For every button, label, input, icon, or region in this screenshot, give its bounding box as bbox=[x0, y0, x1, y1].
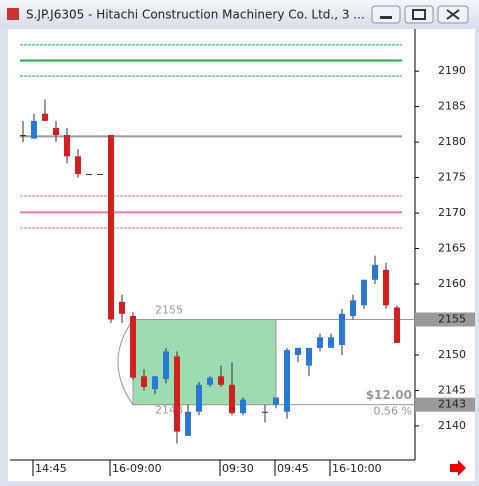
candle-body bbox=[119, 301, 125, 314]
candle-body bbox=[218, 376, 224, 385]
candle-body bbox=[196, 384, 202, 412]
candle-body bbox=[383, 269, 389, 306]
window-title: S.JP.J6305 - Hitachi Construction Machin… bbox=[26, 8, 365, 22]
candle-body bbox=[339, 313, 345, 346]
box-annotation: $12.00 bbox=[366, 388, 412, 402]
candle-body bbox=[394, 307, 400, 343]
y-tick-label: 2145 bbox=[438, 383, 466, 396]
y-tick-label: 2165 bbox=[438, 242, 466, 255]
candle-body bbox=[361, 279, 367, 306]
candle-body bbox=[86, 174, 92, 176]
candle-body bbox=[295, 347, 301, 355]
candle-body bbox=[97, 174, 103, 176]
candle-body bbox=[372, 264, 378, 280]
y-tick-label: 2185 bbox=[438, 100, 466, 113]
maximize-icon bbox=[412, 9, 426, 20]
minimize-button[interactable] bbox=[371, 5, 401, 24]
candle-body bbox=[273, 397, 279, 405]
candle-body bbox=[328, 337, 334, 348]
box bbox=[132, 319, 277, 406]
candle-body bbox=[240, 399, 246, 414]
candle-body bbox=[174, 356, 180, 432]
scroll-arrow[interactable] bbox=[450, 460, 466, 476]
x-tick-label: 09:30 bbox=[222, 462, 254, 475]
x-tick-label: 14:45 bbox=[35, 462, 67, 475]
candle-body bbox=[207, 377, 213, 385]
x-tick-label: 09:45 bbox=[277, 462, 309, 475]
candle-body bbox=[229, 384, 235, 414]
candle-body bbox=[42, 113, 48, 121]
y-tick-label: 2150 bbox=[438, 348, 466, 361]
box-arc bbox=[117, 319, 134, 405]
price-marker bbox=[415, 397, 475, 412]
minimize-icon bbox=[380, 16, 392, 19]
candle-body bbox=[163, 351, 169, 380]
candle-body bbox=[108, 135, 114, 320]
candle-body bbox=[53, 127, 59, 136]
candle-body bbox=[20, 135, 26, 137]
box-top-label: 2155 bbox=[155, 304, 183, 317]
candle-body bbox=[152, 376, 158, 390]
candle-body bbox=[350, 300, 356, 316]
price-marker-label: 2143 bbox=[438, 398, 466, 411]
app-icon bbox=[7, 8, 19, 20]
candle-body bbox=[64, 135, 70, 157]
candle-body bbox=[130, 315, 136, 378]
candle-body bbox=[141, 376, 147, 387]
window-buttons[interactable] bbox=[371, 5, 469, 24]
y-tick-label: 2175 bbox=[438, 171, 466, 184]
x-tick-label: 16-10:00 bbox=[332, 462, 382, 475]
y-tick-label: 2190 bbox=[438, 64, 466, 77]
x-tick-label: 16-09:00 bbox=[112, 462, 162, 475]
box-annotation: 0.56 % bbox=[374, 405, 412, 418]
candle-body bbox=[284, 350, 290, 412]
y-tick-label: 2140 bbox=[438, 419, 466, 432]
maximize-button[interactable] bbox=[404, 5, 434, 24]
candle-body bbox=[262, 411, 268, 413]
candle-body bbox=[306, 347, 312, 366]
close-icon bbox=[446, 9, 460, 20]
candle-body bbox=[75, 156, 81, 175]
candle-body bbox=[317, 337, 323, 348]
y-tick-label: 2170 bbox=[438, 206, 466, 219]
y-tick-label: 2180 bbox=[438, 135, 466, 148]
candle-body bbox=[185, 411, 191, 436]
price-marker-label: 2155 bbox=[438, 313, 466, 326]
y-tick-label: 2160 bbox=[438, 277, 466, 290]
price-marker bbox=[415, 312, 475, 327]
candle-body bbox=[31, 120, 37, 139]
